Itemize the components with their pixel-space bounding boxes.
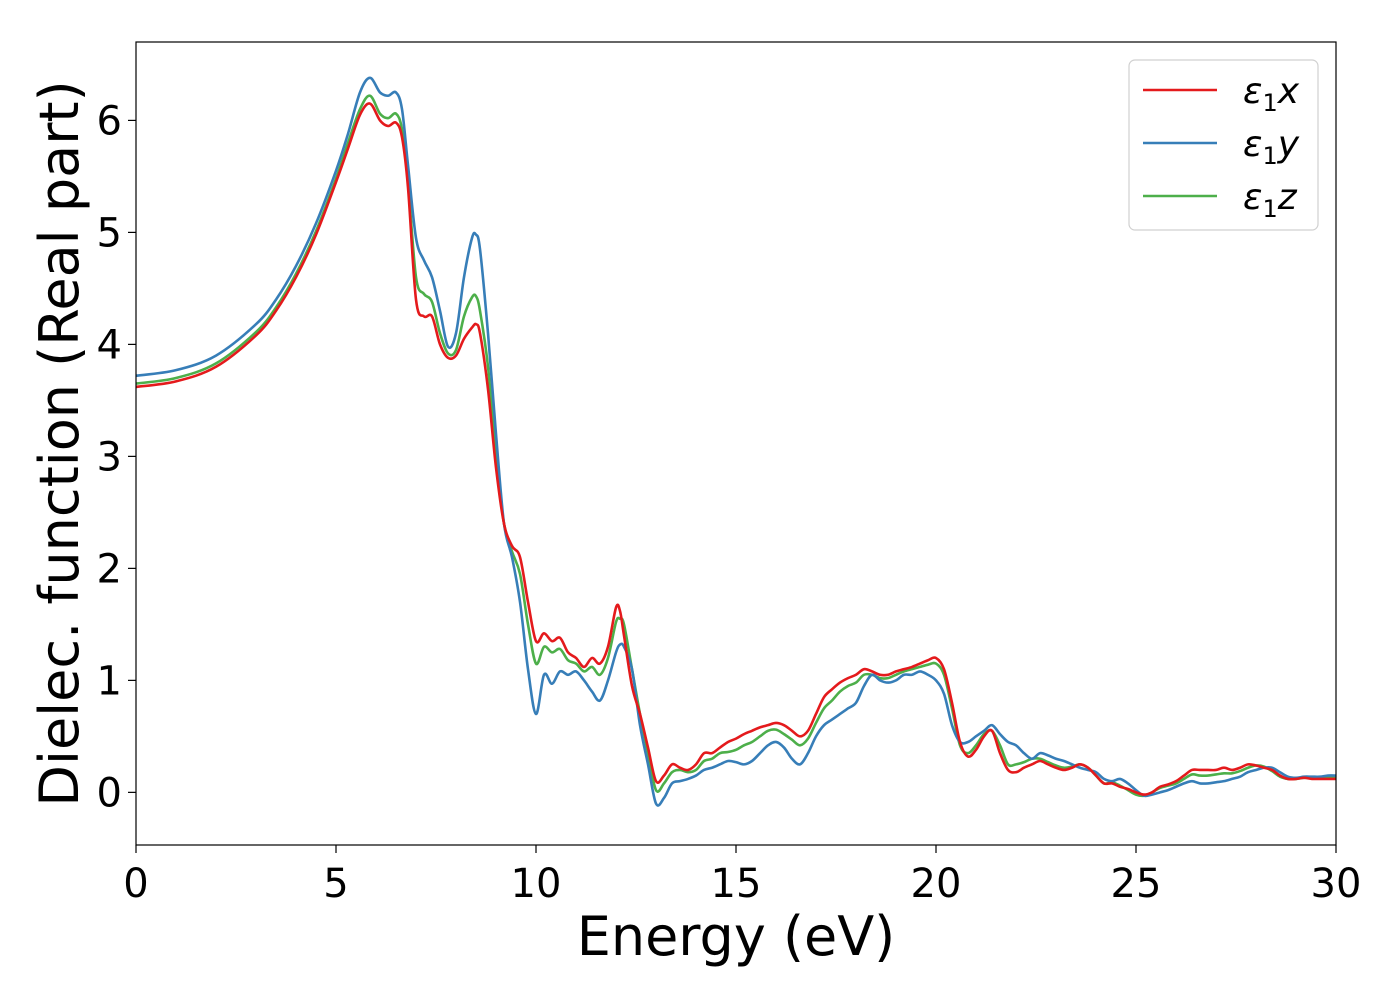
legend-subscript: 1: [1262, 195, 1277, 223]
x-tick-label: 0: [123, 861, 148, 907]
x-tick-label: 10: [511, 861, 562, 907]
legend-label-z: ε1z: [1243, 177, 1298, 223]
y-tick-label: 0: [97, 770, 122, 816]
y-tick-label: 4: [97, 322, 122, 368]
legend-symbol: ε: [1243, 177, 1262, 218]
legend-label-x: ε1x: [1243, 71, 1300, 117]
x-tick-label: 15: [711, 861, 762, 907]
y-axis-title: Dielec. function (Real part): [28, 80, 91, 806]
y-tick-label: 3: [97, 434, 122, 480]
legend-symbol: ε: [1243, 71, 1262, 112]
legend-symbol: ε: [1243, 124, 1262, 165]
legend-component: x: [1277, 71, 1300, 112]
x-axis-title: Energy (eV): [577, 905, 896, 968]
x-tick-label: 20: [911, 861, 962, 907]
legend-component: y: [1277, 124, 1300, 165]
series-line-y: [136, 76, 1336, 807]
legend-label-y: ε1y: [1243, 124, 1300, 170]
series-layer: [136, 76, 1336, 807]
legend-subscript: 1: [1262, 89, 1277, 117]
y-tick-label: 6: [97, 98, 122, 144]
legend-subscript: 1: [1262, 142, 1277, 170]
x-tick-label: 25: [1111, 861, 1162, 907]
x-tick-label: 30: [1311, 861, 1362, 907]
y-tick-label: 5: [97, 210, 122, 256]
y-tick-label: 1: [97, 658, 122, 704]
legend-box: [1128, 59, 1319, 231]
x-tick-label: 5: [323, 861, 348, 907]
y-tick-label: 2: [97, 546, 122, 592]
y-axis: 0 1 2 3 4 5 6: [97, 98, 136, 816]
x-axis: 0 5 10 15 20 25 30: [123, 845, 1361, 907]
legend-component: z: [1277, 177, 1298, 218]
series-line-x: [136, 102, 1336, 796]
